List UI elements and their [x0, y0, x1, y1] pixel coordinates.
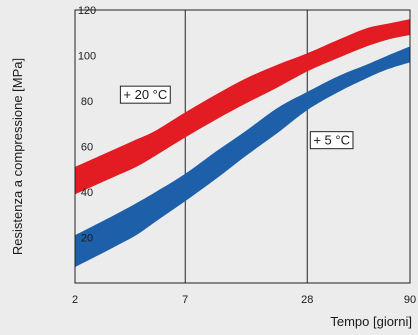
- x-axis-label: Tempo [giorni]: [330, 314, 412, 329]
- x-tick-label: 2: [72, 294, 78, 306]
- y-tick-label: 20: [81, 233, 93, 245]
- y-axis-label: Resistenza a compressione [MPa]: [10, 58, 25, 255]
- y-tick-label: 100: [78, 51, 96, 63]
- series-bands: [75, 19, 410, 268]
- annotation-label: + 5 °C: [309, 131, 354, 150]
- y-tick-label: 40: [81, 187, 93, 199]
- annotation-text: + 5 °C: [313, 133, 350, 148]
- series-band-plus-20c: [75, 19, 410, 195]
- plot-frame: [74, 9, 411, 284]
- series-band-plus-5c: [75, 46, 410, 268]
- y-tick-label: 60: [81, 142, 93, 154]
- annotations: + 20 °C + 5 °C: [119, 85, 354, 150]
- ticks: 2 7 28 90 20 40 60 80 100 120: [72, 5, 416, 306]
- annotation-label: + 20 °C: [119, 85, 171, 104]
- annotation-text: + 20 °C: [123, 87, 167, 102]
- x-tick-label: 90: [404, 294, 416, 306]
- x-tick-label: 7: [182, 294, 188, 306]
- x-tick-label: 28: [301, 294, 313, 306]
- y-tick-label: 80: [81, 96, 93, 108]
- y-tick-label: 120: [78, 5, 96, 17]
